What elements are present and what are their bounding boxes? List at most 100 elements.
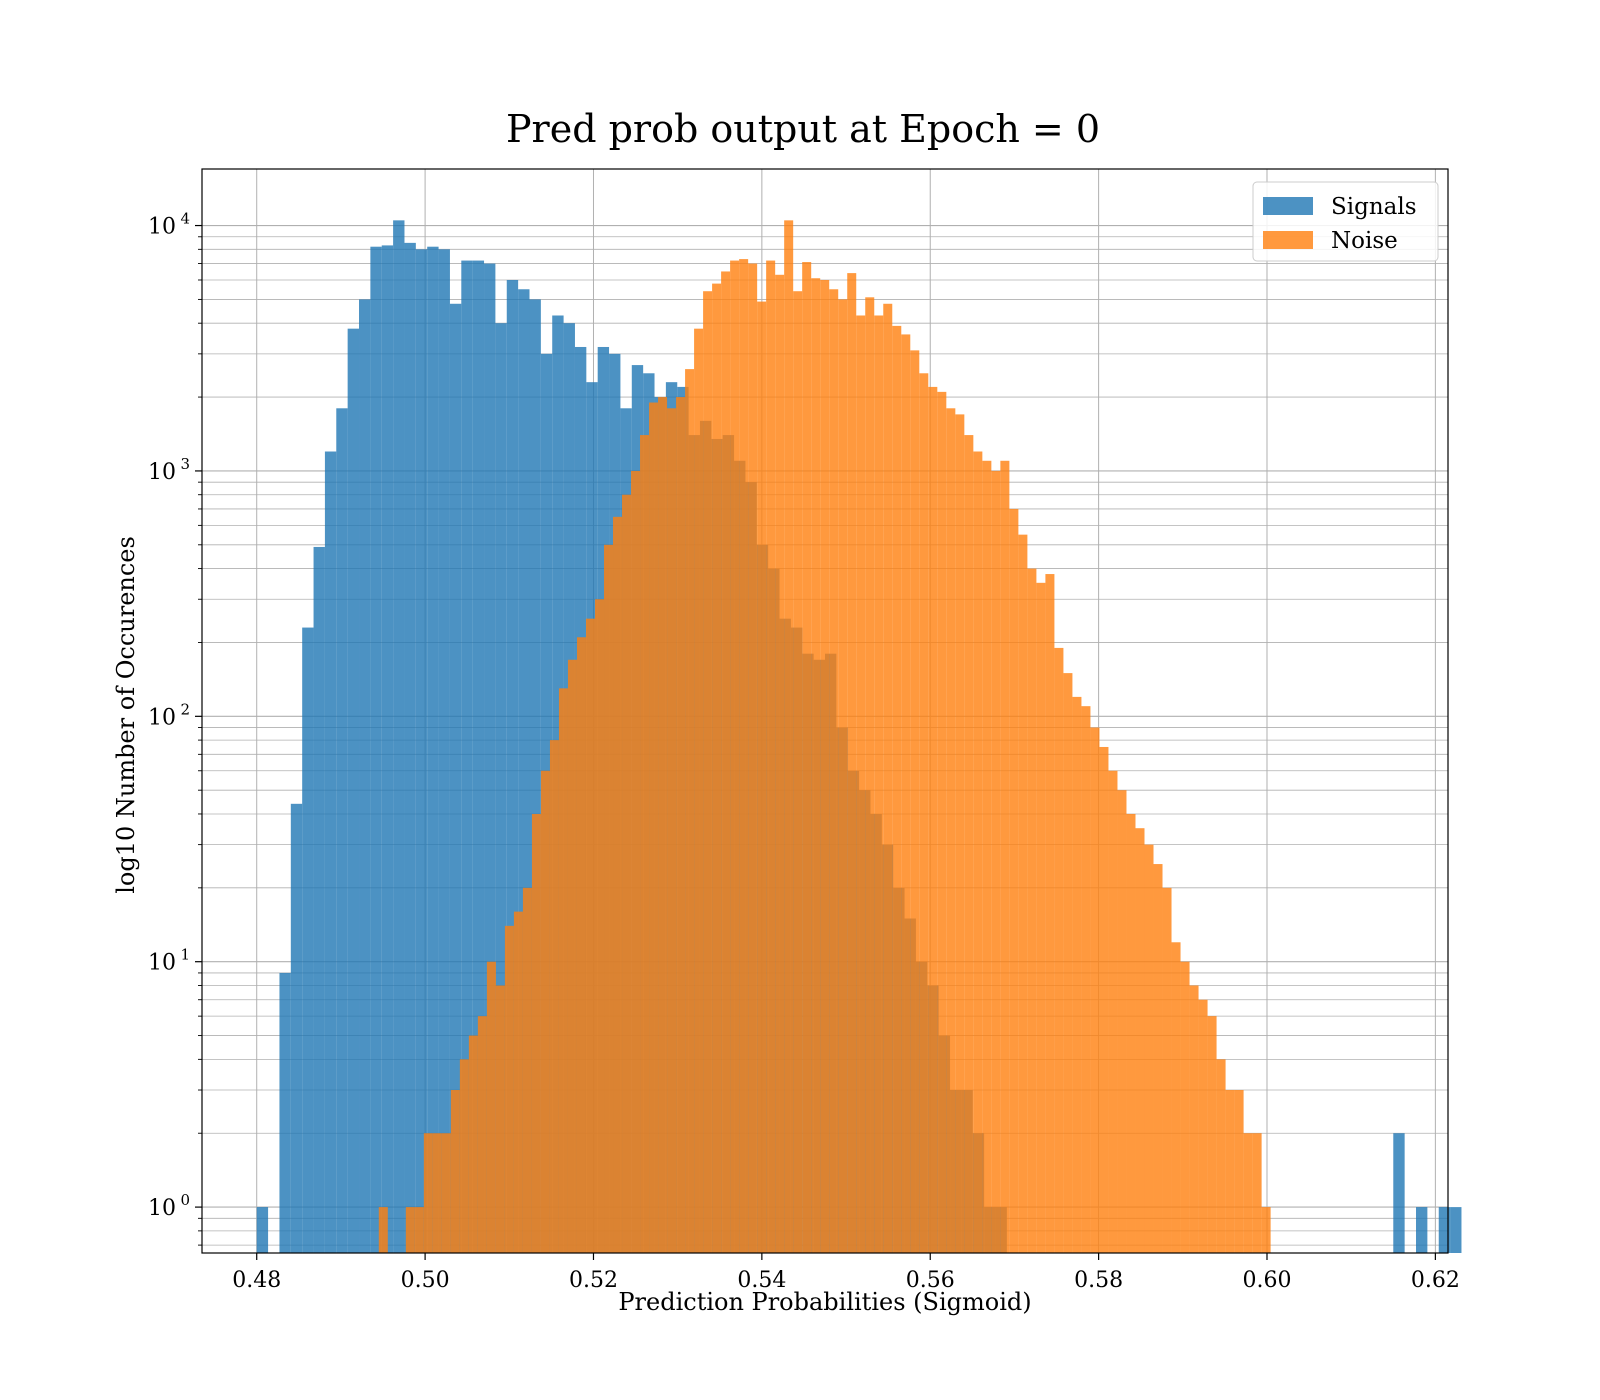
noise-bar — [1009, 508, 1019, 1253]
noise-bar — [1045, 574, 1055, 1253]
noise-bar — [549, 740, 559, 1253]
noise-bar — [622, 494, 632, 1254]
signals-bar — [370, 246, 382, 1254]
signals-bar — [1450, 1207, 1462, 1253]
noise-bar — [1117, 790, 1127, 1253]
y-tick-exponent: 0 — [180, 1191, 190, 1209]
noise-bar — [721, 271, 731, 1253]
signals-bar — [427, 246, 439, 1254]
y-axis-label: log10 Number of Occurences — [112, 536, 140, 894]
noise-bar — [775, 274, 785, 1253]
noise-bar — [712, 283, 722, 1254]
plot-frame — [201, 168, 1449, 1254]
noise-bar — [495, 985, 505, 1253]
signals-bar — [290, 803, 303, 1253]
signals-bar — [393, 220, 405, 1253]
noise-bar — [522, 887, 532, 1253]
noise-bar — [838, 299, 848, 1253]
noise-bar — [1252, 1133, 1262, 1253]
y-tick-label: 10 — [148, 1196, 176, 1221]
noise-bar — [784, 220, 794, 1253]
noise-bar — [468, 1035, 478, 1253]
noise-bar — [1036, 582, 1046, 1253]
noise-bar — [504, 925, 514, 1253]
signals-bar — [1393, 1133, 1405, 1253]
noise-bar — [1180, 961, 1190, 1253]
noise-bar — [1099, 746, 1109, 1253]
noise-bar — [847, 273, 857, 1254]
x-tick-label: 0.54 — [737, 1268, 786, 1293]
legend-swatch-signals — [1263, 197, 1313, 215]
noise-bar — [1000, 460, 1010, 1254]
noise-bar — [1054, 647, 1064, 1253]
noise-bar — [928, 386, 938, 1253]
x-axis-label: Prediction Probabilities (Sigmoid) — [618, 1288, 1031, 1316]
signals-bar — [324, 451, 337, 1253]
noise-bar — [649, 402, 659, 1253]
noise-bar — [901, 334, 911, 1253]
noise-bar — [576, 637, 586, 1253]
signals-bar — [518, 289, 530, 1253]
noise-bar — [640, 435, 650, 1254]
signals-bar — [347, 328, 360, 1254]
noise-bar — [739, 259, 749, 1253]
x-tick-label: 0.62 — [1411, 1268, 1460, 1293]
noise-bar — [982, 460, 992, 1254]
noise-bar — [1144, 844, 1154, 1253]
signals-bar — [279, 972, 291, 1253]
signals-bar — [1416, 1207, 1428, 1253]
noise-bar — [378, 1207, 388, 1253]
noise-bar — [865, 297, 875, 1253]
y-tick-label: 10 — [148, 215, 176, 240]
signals-bar — [461, 260, 473, 1253]
noise-bar — [604, 544, 614, 1253]
noise-bar — [820, 279, 830, 1253]
noise-bar — [973, 451, 983, 1253]
noise-bar — [441, 1133, 451, 1253]
y-tick-exponent: 3 — [180, 455, 190, 473]
noise-bar — [1198, 999, 1208, 1253]
signals-bar — [506, 279, 519, 1253]
noise-bar — [414, 1207, 424, 1253]
noise-bar — [1081, 706, 1091, 1253]
x-tick-label: 0.48 — [232, 1268, 281, 1293]
noise-bar — [1027, 568, 1037, 1253]
noise-bar — [703, 291, 713, 1254]
signals-bar — [415, 249, 428, 1253]
y-tick-exponent: 4 — [180, 210, 190, 228]
noise-bar — [1189, 985, 1199, 1253]
noise-bar — [658, 397, 668, 1253]
signals-bar — [438, 249, 450, 1253]
chart-title: Pred prob output at Epoch = 0 — [506, 107, 1100, 151]
legend-label-noise: Noise — [1331, 228, 1398, 254]
noise-bar — [766, 260, 776, 1253]
noise-bar — [1072, 696, 1082, 1253]
x-tick-label: 0.50 — [401, 1268, 450, 1293]
noise-bar — [405, 1207, 415, 1253]
noise-bar — [540, 770, 550, 1253]
noise-bar — [1171, 942, 1181, 1253]
noise-bar — [1063, 673, 1073, 1253]
noise-bar — [631, 470, 641, 1253]
noise-bar — [991, 470, 1001, 1253]
signals-bar — [449, 303, 462, 1253]
y-tick-label: 10 — [148, 460, 176, 485]
bars-layer — [256, 220, 1462, 1254]
y-tick-exponent: 1 — [180, 946, 190, 964]
legend: Signals Noise — [1252, 181, 1439, 262]
x-tick-label: 0.58 — [1074, 1268, 1123, 1293]
noise-bar — [811, 278, 821, 1254]
signals-bar — [529, 299, 541, 1253]
noise-bar — [757, 301, 767, 1253]
noise-bar — [667, 408, 677, 1254]
noise-bar — [477, 1016, 487, 1253]
noise-bar — [748, 263, 758, 1254]
noise-bar — [856, 315, 866, 1253]
noise-bar — [802, 262, 812, 1253]
noise-bar — [613, 516, 623, 1253]
noise-bar — [459, 1059, 469, 1253]
noise-bar — [1207, 1016, 1217, 1253]
noise-bar — [531, 813, 541, 1253]
noise-bar — [937, 391, 947, 1253]
